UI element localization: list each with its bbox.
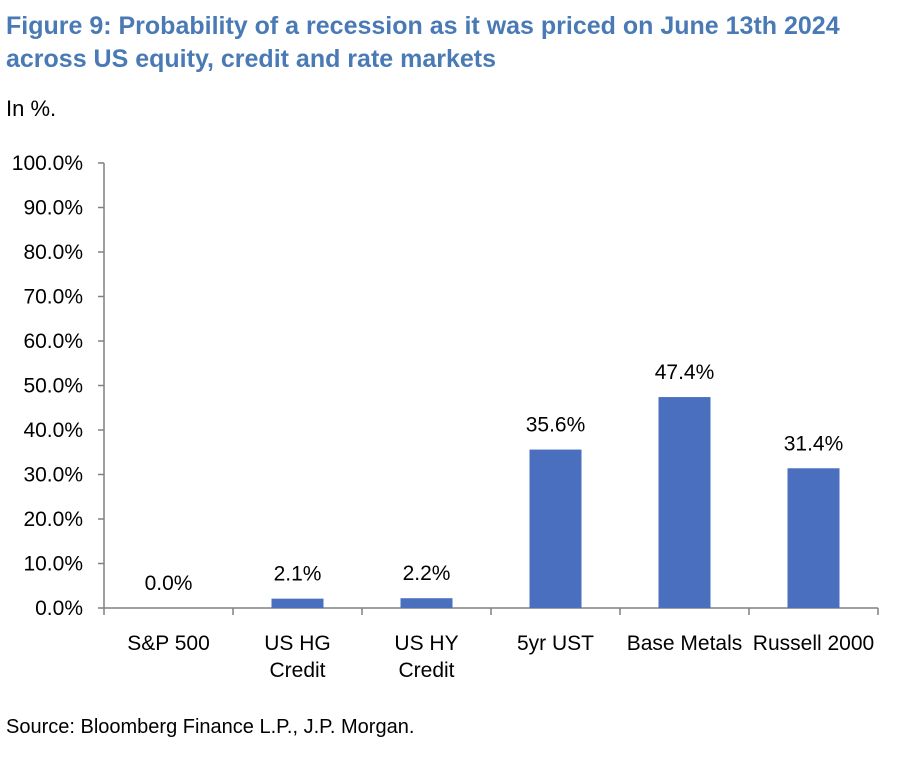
bar [658,397,711,608]
data-label: 0.0% [145,572,193,595]
y-tick-label: 100.0% [12,152,83,175]
y-tick-label: 70.0% [23,286,83,309]
bar [787,468,840,608]
y-tick-label: 0.0% [35,597,83,620]
chart-title: Figure 9: Probability of a recession as … [6,10,906,76]
x-tick-label-line: US HG [264,632,331,655]
x-tick-label: US HY Credit [394,632,458,682]
y-tick-label: 40.0% [23,419,83,442]
bar [400,598,453,608]
bar [271,598,324,608]
x-tick-label-line: S&P 500 [127,632,210,655]
chart-subtitle: In %. [6,96,57,121]
x-tick-label-line: Base Metals [627,632,743,655]
data-label: 35.6% [526,414,586,437]
data-label: 31.4% [784,432,844,455]
x-tick-label: US HG Credit [264,632,331,682]
x-tick-label: Base Metals [627,632,743,655]
x-tick-label-line: US HY [394,632,458,655]
source-note: Source: Bloomberg Finance L.P., J.P. Mor… [6,716,415,738]
x-tick-label: 5yr UST [517,632,594,655]
x-tick-label-line: Credit [398,659,454,682]
data-label: 2.1% [274,563,322,586]
y-tick-label: 30.0% [23,464,83,487]
chart-title-line-1: Figure 9: Probability of a recession as … [6,12,840,40]
y-tick-label: 20.0% [23,508,83,531]
data-label: 47.4% [655,361,715,384]
x-tick-label-line: Credit [269,659,325,682]
x-tick-label-line: 5yr UST [517,632,594,655]
x-tick-label-line: Russell 2000 [753,632,874,655]
y-tick-label: 50.0% [23,375,83,398]
y-tick-label: 10.0% [23,553,83,576]
x-tick-label: S&P 500 [127,632,210,655]
bar-chart: 0.0% 10.0% 20.0% 30.0% 40.0% 50.0% 60.0% 70.0% 8… [12,152,879,682]
bar [529,449,582,608]
data-label: 2.2% [403,562,451,585]
y-tick-label: 80.0% [23,241,83,264]
x-tick-label: Russell 2000 [753,632,874,655]
y-tick-label: 60.0% [23,330,83,353]
y-tick-label: 90.0% [23,197,83,220]
chart-title-line-2: across US equity, credit and rate market… [6,45,497,73]
